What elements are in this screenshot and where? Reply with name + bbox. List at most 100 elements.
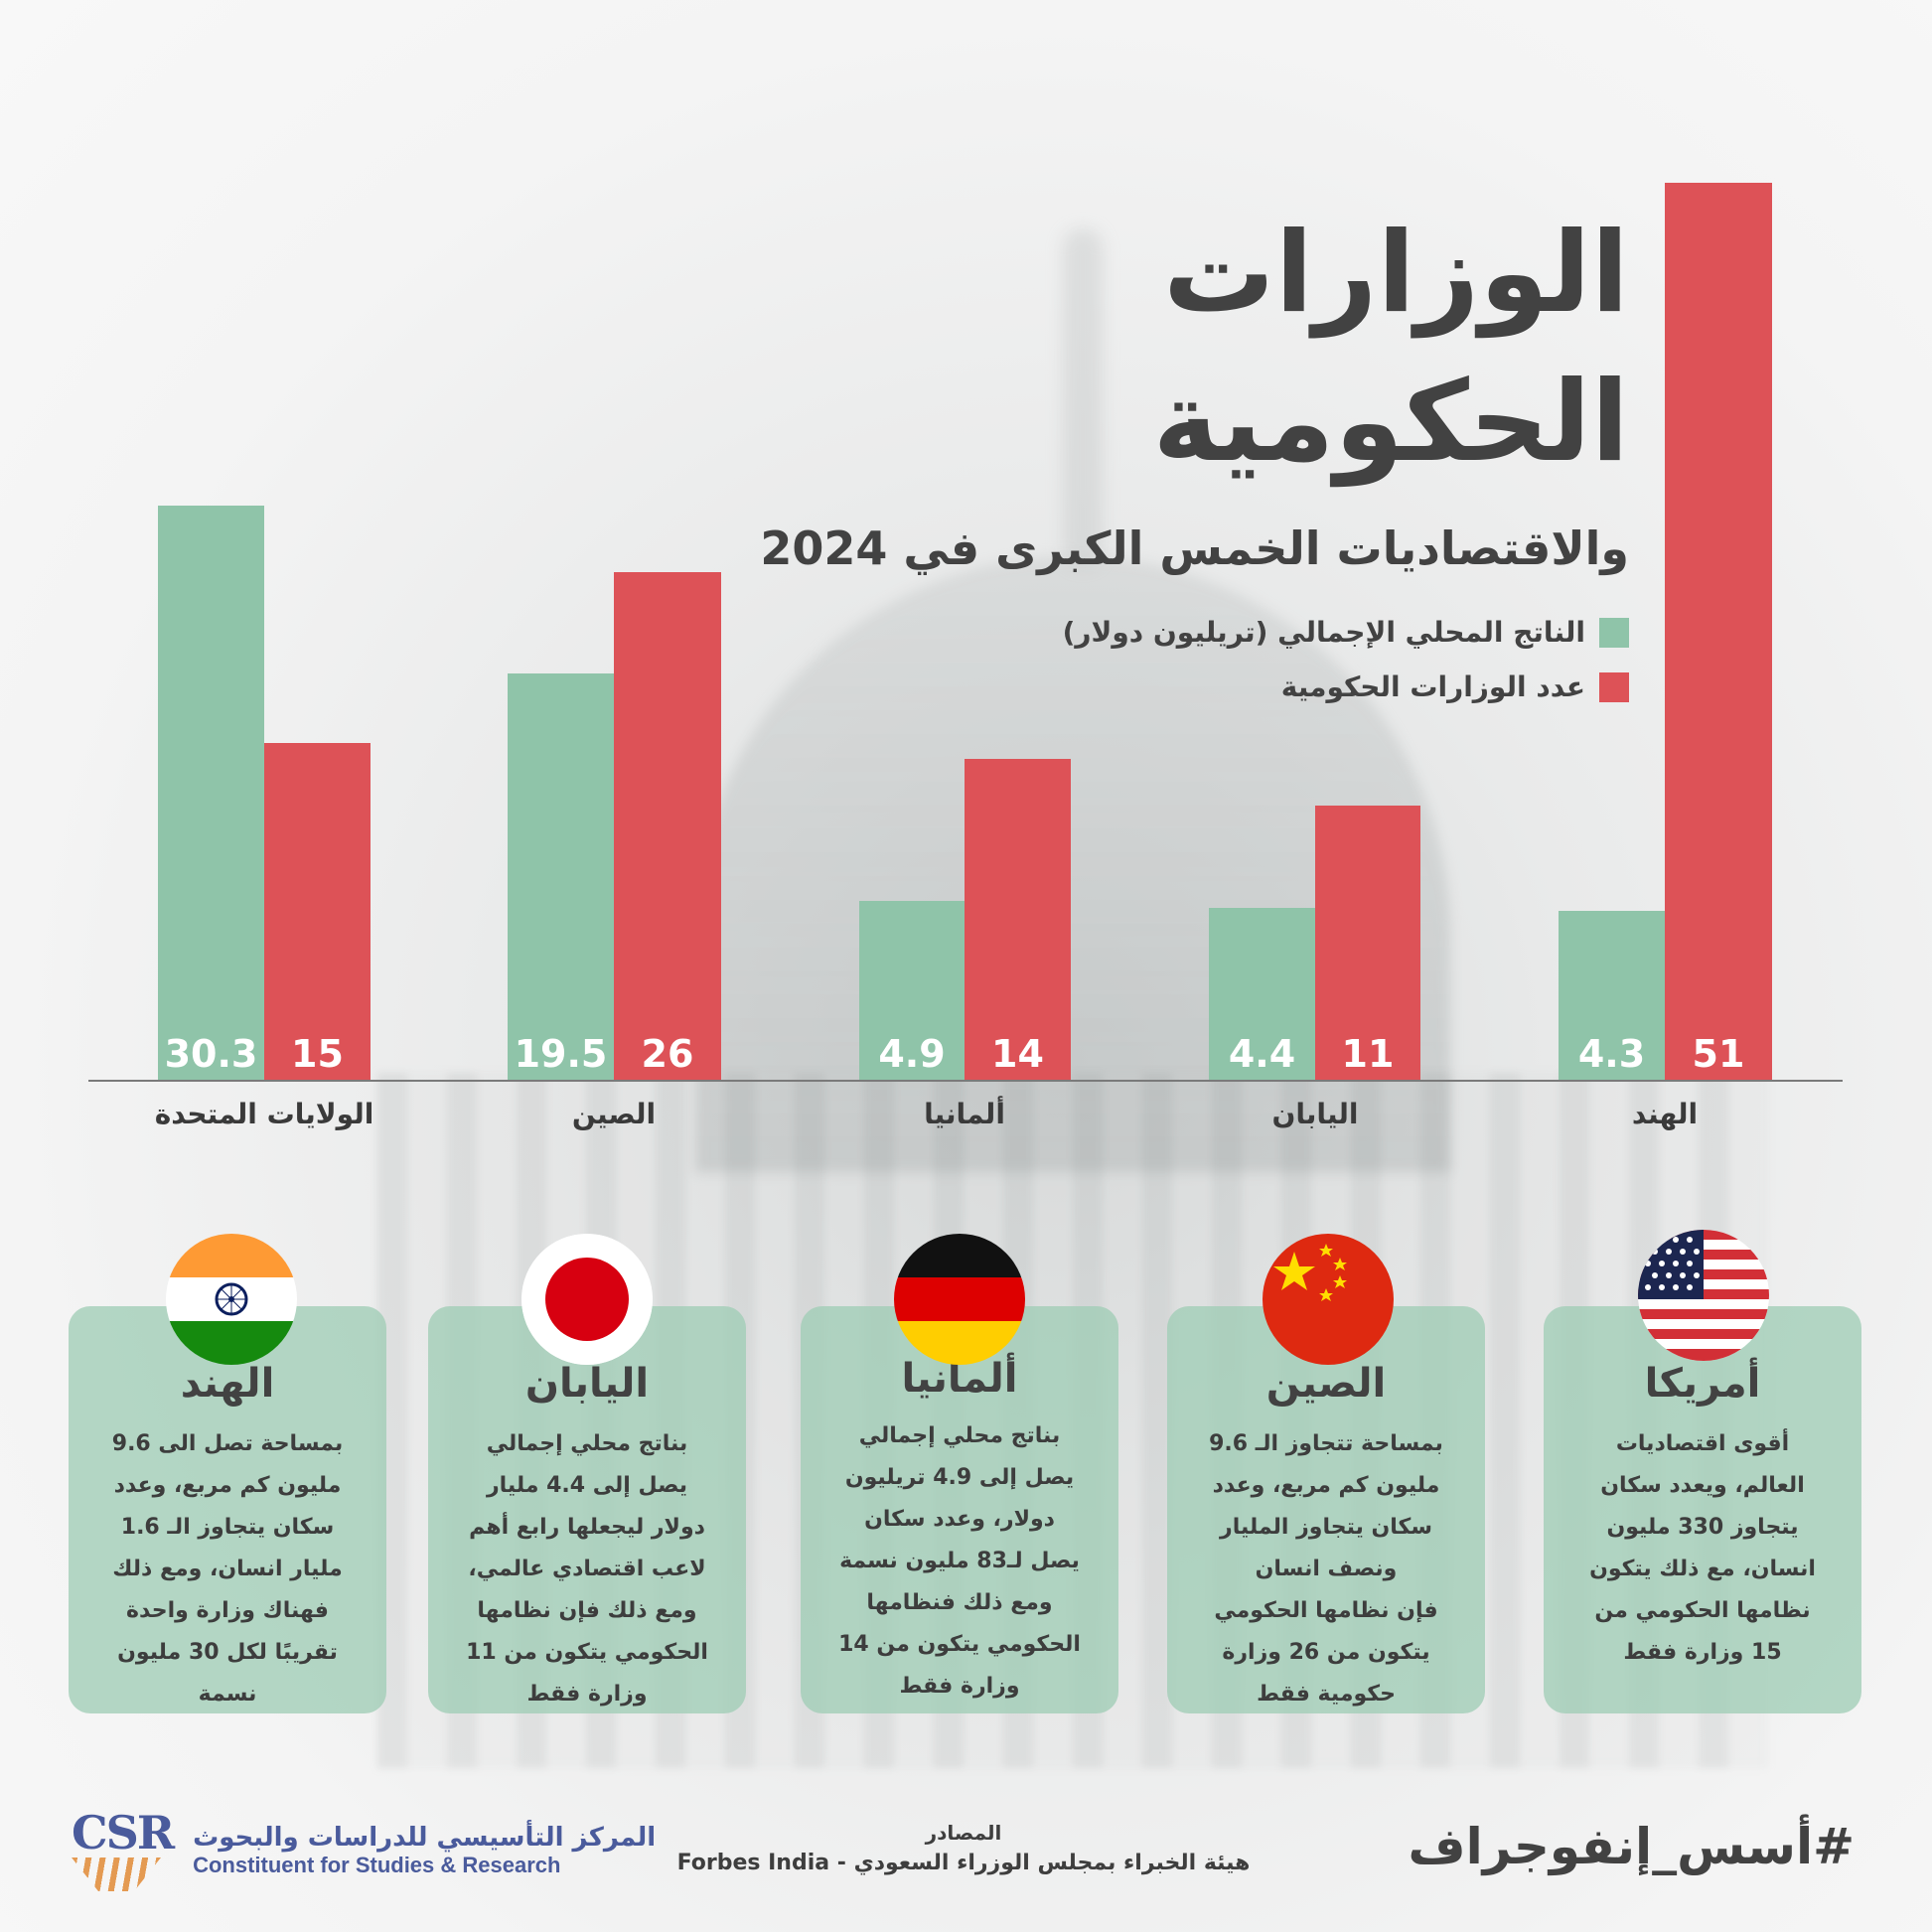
card-line: وزارة فقط bbox=[899, 1674, 1020, 1699]
card-line: ومع ذلك فنظامها bbox=[866, 1590, 1053, 1615]
bar-value: 4.4 bbox=[1228, 1032, 1296, 1076]
category-label-japan: اليابان bbox=[1271, 1098, 1359, 1130]
card-line: الحكومي يتكون من 14 bbox=[838, 1632, 1081, 1657]
bar-china-gdp: 19.5 bbox=[508, 673, 614, 1080]
card-line: يتجاوز 330 مليون bbox=[1606, 1515, 1799, 1540]
page-title: الوزارات الحكومية bbox=[1153, 199, 1630, 497]
bar-value: 4.9 bbox=[878, 1032, 946, 1076]
sun-rays-icon bbox=[72, 1858, 161, 1891]
card-description: بناتج محلي إجمالي يصل إلى 4.9 تريليون دو… bbox=[818, 1415, 1101, 1708]
bar-japan-gdp: 4.4 bbox=[1209, 908, 1315, 1080]
legend-swatch-gdp bbox=[1599, 617, 1629, 648]
bar-value: 19.5 bbox=[514, 1032, 608, 1076]
org-name-arabic: المركز التأسيسي للدراسات والبحوث bbox=[193, 1823, 657, 1853]
country-card-usa: أمريكا أقوى اقتصاديات العالم، ويعدد سكان… bbox=[1544, 1306, 1861, 1713]
bar-value: 51 bbox=[1692, 1032, 1745, 1076]
card-line: يصل لـ83 مليون نسمة bbox=[839, 1549, 1080, 1573]
card-line: بناتج محلي إجمالي bbox=[486, 1431, 688, 1456]
category-label-usa: الولايات المتحدة bbox=[154, 1098, 374, 1130]
legend-label-ministries: عدد الوزارات الحكومية bbox=[1280, 670, 1585, 703]
legend-item-gdp: الناتج المحلي الإجمالي (تريليون دولار) bbox=[1063, 616, 1629, 649]
bar-usa-ministries: 15 bbox=[264, 743, 371, 1080]
card-line: سكان يتجاوز المليار bbox=[1220, 1515, 1432, 1540]
card-line: أقوى اقتصاديات bbox=[1615, 1431, 1790, 1456]
japan-flag-icon bbox=[521, 1234, 653, 1365]
card-line: بمساحة تتجاوز الـ 9.6 bbox=[1209, 1431, 1443, 1456]
country-card-india: الهند بمساحة تصل الى 9.6 مليون كم مربع، … bbox=[69, 1306, 386, 1713]
card-line: ونصف انسان bbox=[1255, 1557, 1398, 1581]
card-line: بمساحة تصل الى 9.6 bbox=[111, 1431, 344, 1456]
card-line: وزارة فقط bbox=[526, 1682, 648, 1707]
org-name: المركز التأسيسي للدراسات والبحوث Constit… bbox=[193, 1823, 656, 1878]
card-line: فهناك وزارة واحدة bbox=[126, 1598, 329, 1623]
x-axis-line bbox=[88, 1080, 1843, 1082]
legend-swatch-ministries bbox=[1599, 671, 1629, 702]
card-description: بمساحة تتجاوز الـ 9.6 مليون كم مربع، وعد… bbox=[1185, 1423, 1467, 1715]
card-line: 15 وزارة فقط bbox=[1623, 1640, 1782, 1665]
bar-value: 14 bbox=[991, 1032, 1044, 1076]
card-line: ومع ذلك فإن نظامها bbox=[477, 1598, 697, 1623]
page-subtitle: والاقتصاديات الخمس الكبرى في 2024 bbox=[760, 521, 1629, 575]
card-description: بناتج محلي إجمالي يصل إلى 4.4 مليار دولا… bbox=[446, 1423, 728, 1715]
card-title: الصين bbox=[1265, 1361, 1387, 1407]
card-line: بناتج محلي إجمالي bbox=[858, 1423, 1061, 1448]
title-line-2: الحكومية bbox=[1152, 358, 1630, 487]
bar-china-ministries: 26 bbox=[614, 572, 721, 1080]
chart-legend: الناتج المحلي الإجمالي (تريليون دولار) ع… bbox=[1063, 616, 1629, 725]
bar-value: 4.3 bbox=[1577, 1032, 1646, 1076]
sources-text: Forbes India - هيئة الخبراء بمجلس الوزرا… bbox=[676, 1851, 1251, 1875]
legend-item-ministries: عدد الوزارات الحكومية bbox=[1063, 670, 1629, 703]
bar-india-gdp: 4.3 bbox=[1559, 911, 1665, 1080]
bar-germany-ministries: 14 bbox=[965, 759, 1071, 1080]
card-line: انسان، مع ذلك يتكون bbox=[1589, 1557, 1816, 1581]
sources-heading: المصادر bbox=[925, 1821, 1002, 1845]
bar-value: 30.3 bbox=[164, 1032, 258, 1076]
card-title: الهند bbox=[180, 1361, 275, 1407]
bar-germany-gdp: 4.9 bbox=[859, 901, 965, 1080]
sources: المصادر Forbes India - هيئة الخبراء بمجل… bbox=[656, 1821, 1271, 1875]
card-line: دولار ليجعلها رابع أهم bbox=[469, 1515, 705, 1540]
card-line: فإن نظامها الحكومي bbox=[1214, 1598, 1438, 1623]
bar-value: 26 bbox=[641, 1032, 694, 1076]
card-line: حكومية فقط bbox=[1257, 1682, 1396, 1707]
bar-value: 11 bbox=[1341, 1032, 1395, 1076]
card-line: مليون كم مربع، وعدد bbox=[1212, 1473, 1440, 1498]
card-line: لاعب اقتصادي عالمي، bbox=[468, 1557, 706, 1581]
card-line: تقريبًا لكل 30 مليون bbox=[117, 1640, 338, 1665]
card-description: بمساحة تصل الى 9.6 مليون كم مربع، وعدد س… bbox=[86, 1423, 369, 1715]
country-card-japan: اليابان بناتج محلي إجمالي يصل إلى 4.4 مل… bbox=[428, 1306, 746, 1713]
category-label-india: الهند bbox=[1631, 1098, 1699, 1130]
background-capitol-spire bbox=[1063, 228, 1103, 566]
card-line: سكان يتجاوز الـ 1.6 bbox=[120, 1515, 335, 1540]
china-flag-icon bbox=[1263, 1234, 1394, 1365]
india-flag-icon bbox=[166, 1234, 297, 1365]
card-line: يتكون من 26 وزارة bbox=[1222, 1640, 1430, 1665]
org-logo: CSR المركز التأسيسي للدراسات والبحوث Con… bbox=[72, 1810, 656, 1891]
csr-logo-icon: CSR bbox=[72, 1810, 175, 1891]
card-line: مليار انسان، ومع ذلك bbox=[112, 1557, 343, 1581]
usa-flag-icon bbox=[1638, 1230, 1769, 1361]
bar-india-ministries: 51 bbox=[1665, 183, 1772, 1080]
bar-value: 15 bbox=[291, 1032, 344, 1076]
card-line: نسمة bbox=[198, 1682, 257, 1707]
card-line: يصل إلى 4.4 مليار bbox=[486, 1473, 688, 1498]
card-line: دولار، وعدد سكان bbox=[864, 1507, 1055, 1532]
card-line: الحكومي يتكون من 11 bbox=[466, 1640, 708, 1665]
category-label-germany: ألمانيا bbox=[924, 1098, 1005, 1130]
card-description: أقوى اقتصاديات العالم، ويعدد سكان يتجاوز… bbox=[1561, 1423, 1844, 1674]
title-line-1: الوزارات bbox=[1163, 209, 1629, 338]
card-line: مليون كم مربع، وعدد bbox=[113, 1473, 342, 1498]
category-label-china: الصين bbox=[571, 1098, 657, 1130]
germany-flag-icon bbox=[894, 1234, 1025, 1365]
card-line: العالم، ويعدد سكان bbox=[1600, 1473, 1805, 1498]
card-line: يصل إلى 4.9 تريليون bbox=[844, 1465, 1075, 1490]
card-line: نظامها الحكومي من bbox=[1594, 1598, 1811, 1623]
card-title: اليابان bbox=[524, 1361, 650, 1407]
country-card-germany: ألمانيا بناتج محلي إجمالي يصل إلى 4.9 تر… bbox=[801, 1306, 1118, 1713]
card-title: أمريكا bbox=[1644, 1361, 1761, 1407]
org-name-english: Constituent for Studies & Research bbox=[193, 1853, 561, 1877]
country-card-china: الصين بمساحة تتجاوز الـ 9.6 مليون كم مرب… bbox=[1167, 1306, 1485, 1713]
bar-usa-gdp: 30.3 bbox=[158, 506, 264, 1080]
legend-label-gdp: الناتج المحلي الإجمالي (تريليون دولار) bbox=[1062, 616, 1585, 649]
hashtag: #أسس_إنفوجراف bbox=[1408, 1818, 1856, 1875]
